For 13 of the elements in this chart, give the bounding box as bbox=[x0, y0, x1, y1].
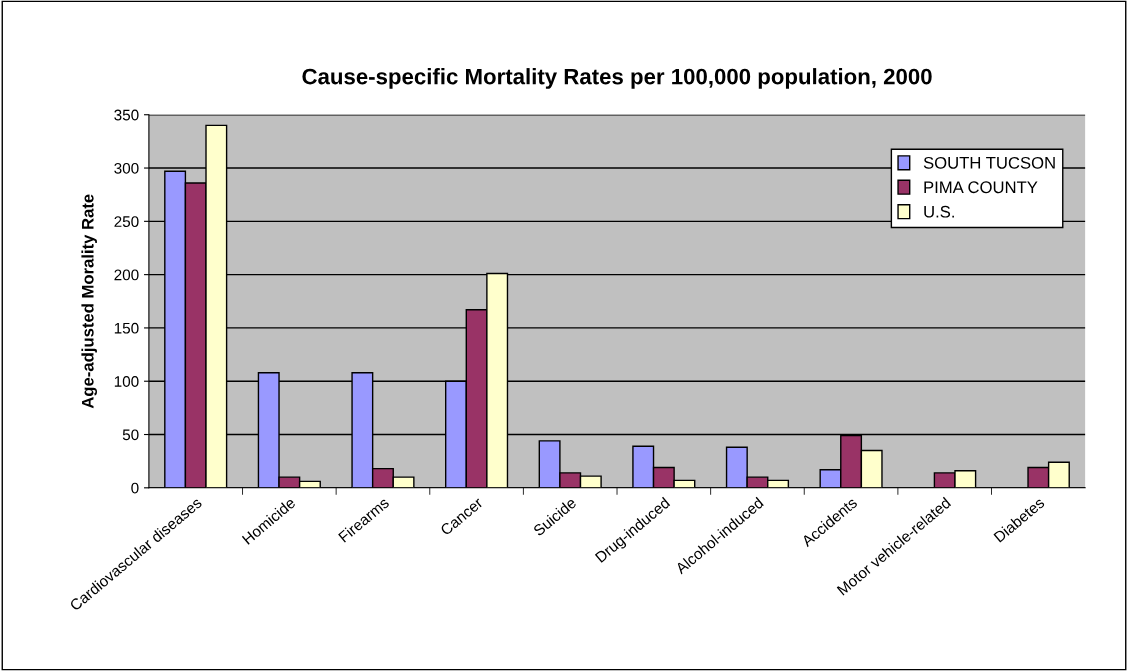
y-tick-label: 350 bbox=[114, 109, 139, 121]
y-axis-title: Age-adjusted Morality Rate bbox=[81, 194, 98, 409]
chart-title: Cause-specific Mortality Rates per 100,000 population, 2000 bbox=[302, 68, 932, 89]
y-tick-label: 200 bbox=[114, 269, 139, 281]
legend-label: U.S. bbox=[924, 205, 954, 218]
y-tick-label: 50 bbox=[122, 429, 139, 441]
y-tick-label: 0 bbox=[131, 482, 139, 494]
y-tick-label: 100 bbox=[114, 376, 139, 387]
y-tick-label: 150 bbox=[114, 322, 139, 334]
y-tick-label: 300 bbox=[114, 162, 139, 174]
y-tick-label: 250 bbox=[114, 216, 139, 228]
legend-label: PIMA COUNTY bbox=[924, 181, 1038, 194]
legend-label: SOUTH TUCSON bbox=[923, 156, 1055, 169]
